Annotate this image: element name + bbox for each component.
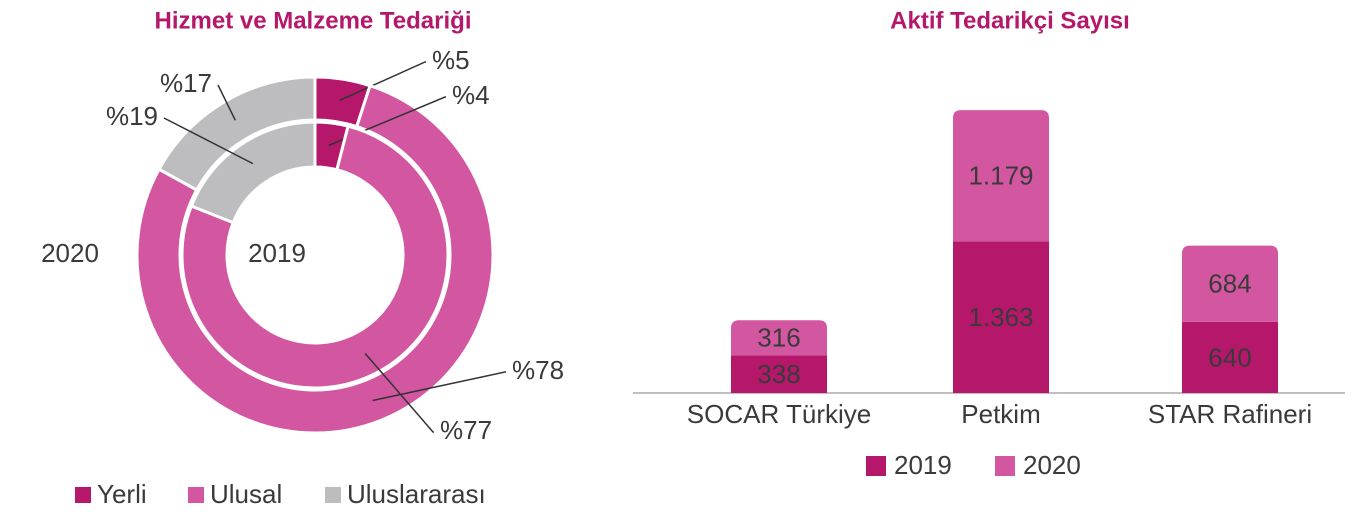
slice-label: %78 xyxy=(512,355,564,385)
x-tick-label: STAR Rafineri xyxy=(1148,399,1312,429)
bar-segment xyxy=(731,320,827,356)
legend-swatch xyxy=(75,487,91,503)
leader-line xyxy=(328,96,446,147)
legend-label: 2020 xyxy=(1023,450,1081,480)
slice-label: %19 xyxy=(106,101,158,131)
legend-label: 2019 xyxy=(894,450,952,480)
ring-label: 2020 xyxy=(41,238,99,268)
leader-line xyxy=(163,117,254,165)
bar-segment xyxy=(731,355,827,393)
donut-slice xyxy=(156,75,317,192)
bar-segment xyxy=(1182,321,1278,393)
legend-swatch xyxy=(995,456,1015,476)
bar-segment xyxy=(1182,245,1278,322)
bar-value-label: 316 xyxy=(757,323,800,353)
bar-segment xyxy=(953,110,1049,242)
bar-value-label: 1.363 xyxy=(968,302,1033,332)
legend-swatch xyxy=(188,487,204,503)
legend-label: Ulusal xyxy=(210,479,282,509)
x-tick-label: Petkim xyxy=(961,399,1040,429)
ring-label: 2019 xyxy=(248,238,306,268)
bar-value-label: 1.179 xyxy=(968,161,1033,191)
donut-slice xyxy=(135,83,495,435)
bar-value-label: 640 xyxy=(1208,342,1251,372)
x-tick-label: SOCAR Türkiye xyxy=(687,399,871,429)
leader-line xyxy=(372,371,506,402)
legend-swatch xyxy=(866,456,886,476)
legend-label: Uluslararası xyxy=(347,479,486,509)
bar-title: Aktif Tedarikçi Sayısı xyxy=(890,7,1130,34)
pie-title: Hizmet ve Malzeme Tedariği xyxy=(155,7,472,34)
slice-label: %5 xyxy=(432,45,470,75)
slice-label: %17 xyxy=(160,68,212,98)
leader-line xyxy=(364,352,434,433)
bar-segment xyxy=(953,241,1049,393)
leader-line xyxy=(217,84,237,121)
slice-label: %4 xyxy=(452,80,490,110)
donut-slice xyxy=(180,124,450,390)
donut-slice xyxy=(189,120,317,225)
legend-swatch xyxy=(325,487,341,503)
legend-label: Yerli xyxy=(97,479,147,509)
bar-value-label: 684 xyxy=(1208,269,1251,299)
slice-label: %77 xyxy=(440,415,492,445)
bar-value-label: 338 xyxy=(757,359,800,389)
